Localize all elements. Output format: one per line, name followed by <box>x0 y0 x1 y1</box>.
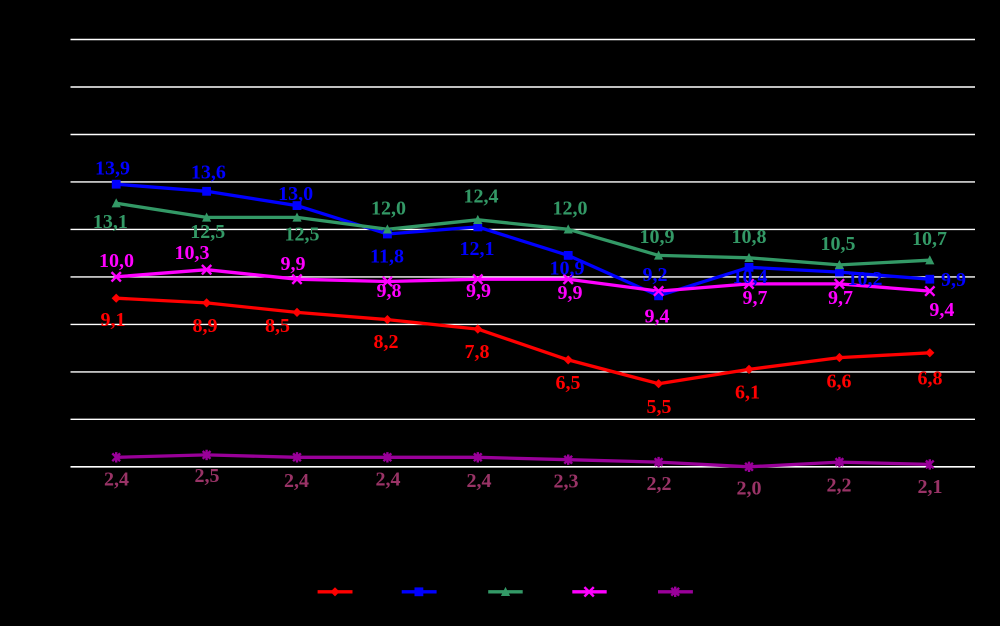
svg-text:2,0: 2,0 <box>737 478 762 500</box>
svg-text:10,3: 10,3 <box>175 242 210 264</box>
svg-text:9,2: 9,2 <box>643 264 668 286</box>
svg-text:13,0: 13,0 <box>278 183 313 205</box>
svg-text:2,2: 2,2 <box>647 473 672 495</box>
svg-text:7,8: 7,8 <box>465 341 490 363</box>
svg-text:9,9: 9,9 <box>558 282 583 304</box>
svg-text:9,7: 9,7 <box>743 287 768 309</box>
svg-text:2,4: 2,4 <box>376 468 401 490</box>
svg-text:12,4: 12,4 <box>464 186 499 208</box>
svg-text:12,1: 12,1 <box>460 238 495 260</box>
svg-text:8,2: 8,2 <box>374 331 399 353</box>
svg-text:2,2: 2,2 <box>827 474 852 496</box>
svg-text:8,5: 8,5 <box>265 315 290 337</box>
svg-text:6,8: 6,8 <box>918 368 943 390</box>
svg-text:9,9: 9,9 <box>941 269 966 291</box>
svg-text:13,6: 13,6 <box>191 161 226 183</box>
svg-text:9,9: 9,9 <box>466 280 491 302</box>
svg-text:10,4: 10,4 <box>733 266 768 288</box>
svg-text:5,5: 5,5 <box>647 396 672 418</box>
svg-text:10,9: 10,9 <box>550 258 585 280</box>
svg-text:12,5: 12,5 <box>190 221 225 243</box>
svg-text:13,9: 13,9 <box>95 158 130 180</box>
svg-text:9,8: 9,8 <box>377 280 402 302</box>
svg-text:9,7: 9,7 <box>828 287 853 309</box>
svg-text:2,5: 2,5 <box>195 465 220 487</box>
svg-text:10,5: 10,5 <box>821 233 856 255</box>
svg-text:10,8: 10,8 <box>732 226 767 248</box>
svg-text:13,1: 13,1 <box>93 211 128 233</box>
svg-text:9,1: 9,1 <box>101 309 126 331</box>
svg-text:10,2: 10,2 <box>848 268 883 290</box>
svg-text:10,7: 10,7 <box>912 228 947 250</box>
svg-text:2,1: 2,1 <box>918 476 943 498</box>
svg-text:2,3: 2,3 <box>554 471 579 493</box>
svg-text:6,6: 6,6 <box>827 370 852 392</box>
svg-text:12,5: 12,5 <box>285 224 320 246</box>
svg-text:9,4: 9,4 <box>929 299 954 321</box>
svg-text:10,0: 10,0 <box>99 250 134 272</box>
svg-text:2,4: 2,4 <box>467 470 492 492</box>
svg-text:11,8: 11,8 <box>370 246 404 268</box>
svg-text:6,1: 6,1 <box>735 382 760 404</box>
svg-text:9,9: 9,9 <box>281 253 306 275</box>
svg-text:10,9: 10,9 <box>640 226 675 248</box>
svg-text:2,4: 2,4 <box>284 470 309 492</box>
svg-text:8,9: 8,9 <box>193 315 218 337</box>
svg-text:12,0: 12,0 <box>553 198 588 220</box>
svg-text:9,4: 9,4 <box>645 306 670 328</box>
svg-text:6,5: 6,5 <box>556 372 581 394</box>
svg-text:12,0: 12,0 <box>371 198 406 220</box>
svg-text:2,4: 2,4 <box>104 468 129 490</box>
